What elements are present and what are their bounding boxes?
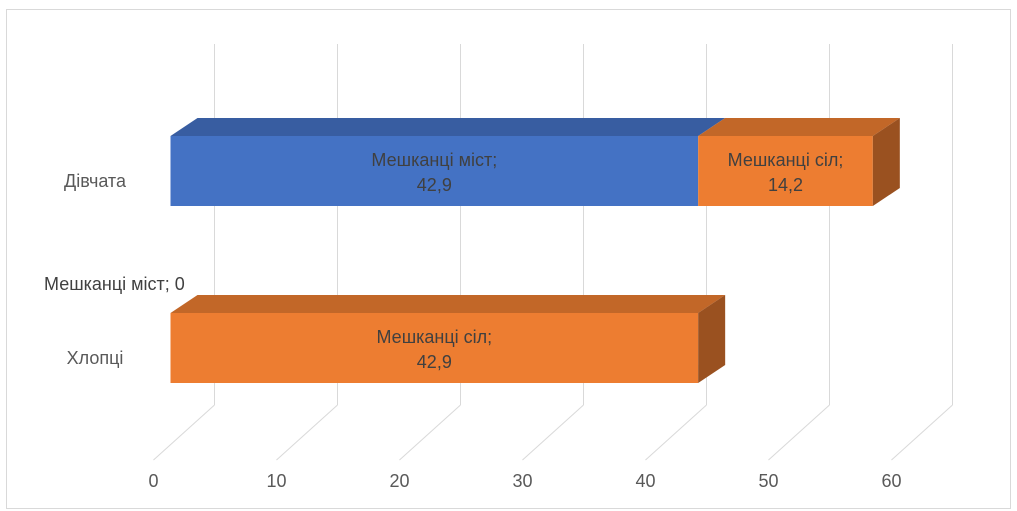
bar	[170, 313, 699, 383]
bar	[698, 136, 873, 206]
y-category-label: Хлопці	[67, 348, 124, 368]
bar-side-face	[872, 118, 900, 206]
data-label: Мешканці сіл;	[728, 150, 844, 170]
bar-top-face	[170, 295, 726, 313]
bar-side-face	[698, 295, 726, 383]
x-tick-label: 50	[758, 471, 778, 491]
data-label: Мешканці міст;	[371, 150, 497, 170]
chart-frame	[6, 9, 1011, 509]
data-label: Мешканці сіл;	[376, 327, 492, 347]
labels: 0 10 20 30 40 50 60 Хлопці Дівчата Мешканці міст;…	[44, 150, 902, 491]
bar-top-face	[698, 118, 900, 136]
gridlines	[153, 44, 953, 461]
x-tick-label: 30	[512, 471, 532, 491]
floor-gridline	[522, 404, 584, 461]
bar-top-face	[170, 118, 726, 136]
floor-gridline	[399, 404, 461, 461]
x-tick-label: 10	[266, 471, 286, 491]
x-tick-label: 0	[148, 471, 158, 491]
data-label: 42,9	[417, 175, 452, 195]
data-label-zero: Мешканці міст; 0	[44, 274, 185, 294]
data-label: 14,2	[768, 175, 803, 195]
y-category-label: Дівчата	[64, 171, 127, 191]
floor-gridline	[891, 404, 953, 461]
floor-gridline	[645, 404, 707, 461]
bars	[170, 118, 900, 383]
floor-gridline	[768, 404, 830, 461]
bar	[170, 136, 699, 206]
floor-gridline	[153, 404, 215, 461]
floor-gridline	[276, 404, 338, 461]
x-tick-label: 40	[635, 471, 655, 491]
x-tick-label: 20	[389, 471, 409, 491]
x-tick-label: 60	[881, 471, 901, 491]
data-label: 42,9	[417, 352, 452, 372]
